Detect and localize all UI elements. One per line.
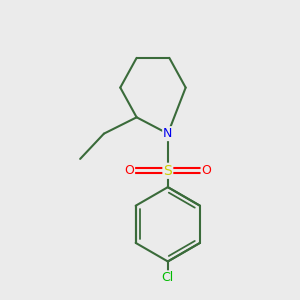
Text: O: O [202,164,212,177]
Text: Cl: Cl [162,271,174,284]
Text: S: S [164,164,172,178]
Text: O: O [124,164,134,177]
Text: N: N [163,127,172,140]
